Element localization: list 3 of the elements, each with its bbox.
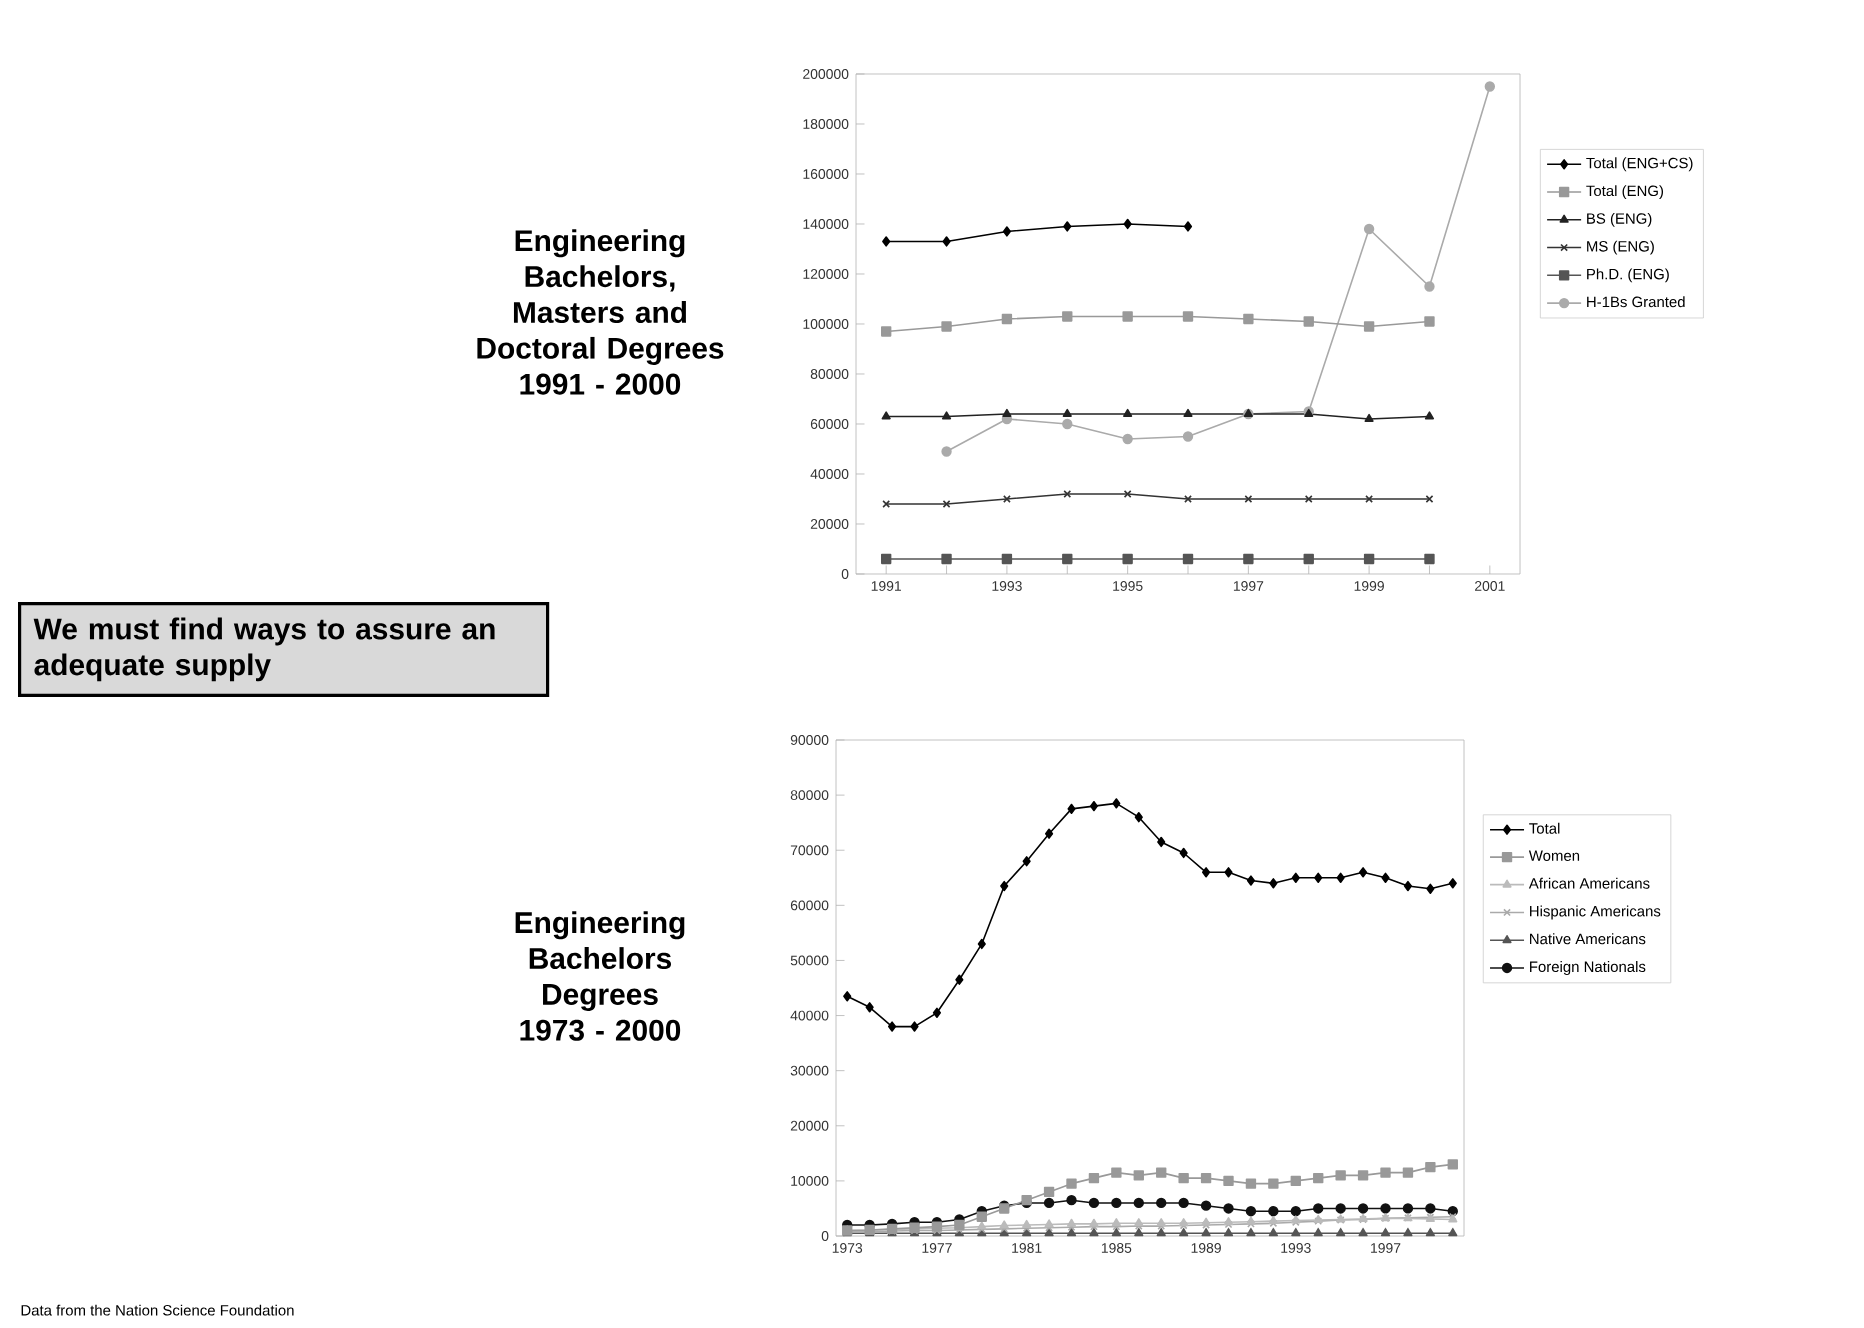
text: Engineering Bachelors, Masters and Doctoral Degrees 1991 - 2000 <box>477 229 724 395</box>
text: We must find ways to assure an adequate supply <box>33 617 495 682</box>
text: Engineering Bachelors Degrees 1973 - 2000 <box>515 911 685 1041</box>
